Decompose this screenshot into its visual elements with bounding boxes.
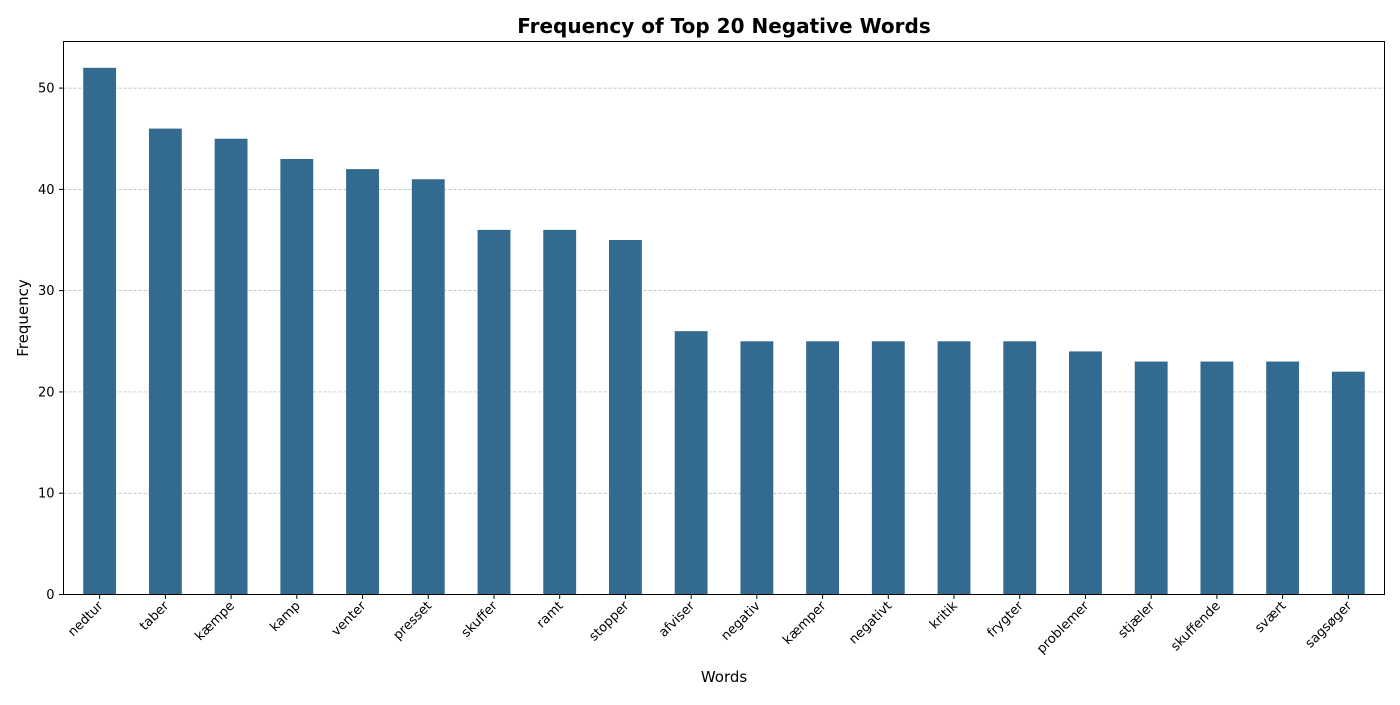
x-tick-label: frygter <box>985 598 1027 640</box>
bar <box>937 341 971 595</box>
x-tick-label: taber <box>137 598 173 634</box>
bar <box>346 169 379 595</box>
bar <box>411 179 445 595</box>
bar <box>477 229 511 595</box>
x-axis: nedtur taber kæmpe kamp venter presset skuffer… <box>65 594 1356 657</box>
x-tick-label: skuffer <box>459 598 501 640</box>
x-tick-label: presset <box>391 599 436 644</box>
x-tick-label: kamp <box>267 599 303 635</box>
plot-frame <box>63 41 1385 595</box>
x-tick-label: sagsøger <box>1303 598 1356 651</box>
x-tick-label: nedtur <box>65 598 107 640</box>
grid-layer <box>63 87 1385 595</box>
bar <box>1003 341 1037 595</box>
chart-title: Frequency of Top 20 Negative Words <box>517 14 931 38</box>
bar <box>740 341 774 595</box>
x-tick-label: stjæler <box>1115 598 1158 641</box>
x-tick-label: problemer <box>1034 598 1093 657</box>
bar <box>674 331 708 595</box>
x-tick-label: kæmpe <box>193 599 238 644</box>
bar <box>1266 361 1300 595</box>
x-tick-label: ramt <box>534 599 567 632</box>
x-tick-label: kritik <box>927 598 961 632</box>
bar <box>214 138 248 595</box>
y-tick-label: 30 <box>38 284 55 299</box>
y-tick-label: 40 <box>38 183 55 198</box>
bar <box>1200 361 1234 595</box>
bar <box>83 67 117 595</box>
x-tick-label: negativt <box>846 599 895 648</box>
x-axis-label: Words <box>701 668 748 686</box>
y-axis: 0 10 20 30 40 50 <box>38 82 64 603</box>
y-axis-label: Frequency <box>14 279 32 357</box>
bar-layer <box>83 67 1365 595</box>
x-tick-label: venter <box>329 598 370 639</box>
bar <box>1331 371 1365 595</box>
x-tick-label: skuffende <box>1168 599 1224 655</box>
x-tick-label: stopper <box>587 598 633 644</box>
x-tick-label: svært <box>1252 599 1289 636</box>
bar <box>871 341 905 595</box>
x-tick-label: afviser <box>656 598 698 640</box>
x-tick-label: kæmper <box>780 598 830 648</box>
y-tick-label: 0 <box>46 588 54 603</box>
bar <box>1069 351 1102 595</box>
y-tick-label: 20 <box>38 385 55 400</box>
bar <box>148 128 182 595</box>
bar <box>280 158 314 595</box>
bar <box>806 341 840 595</box>
x-tick-label: negativ <box>719 599 764 644</box>
bar <box>1134 361 1168 595</box>
y-tick-label: 10 <box>38 487 55 502</box>
bar <box>608 240 642 595</box>
bar <box>543 229 577 595</box>
y-tick-label: 50 <box>38 82 55 97</box>
